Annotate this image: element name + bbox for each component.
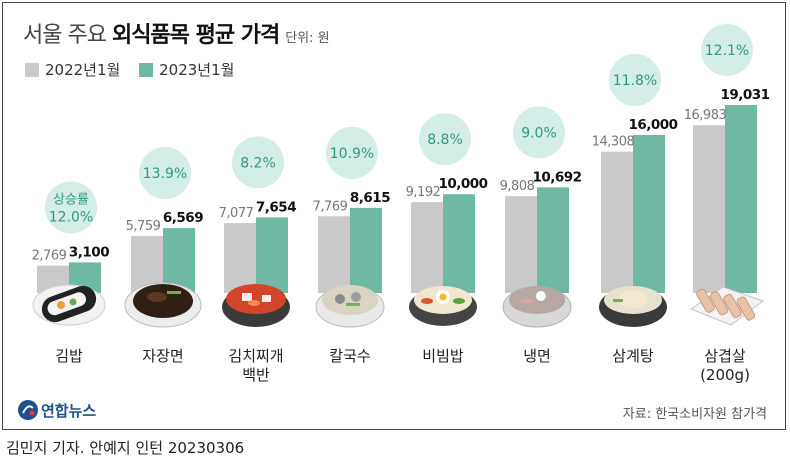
bar-2023-6	[633, 134, 665, 293]
category-label-4: 비빔밥	[422, 347, 464, 365]
value-label-2023-6: 16,000	[628, 117, 677, 133]
bar-2022-3	[318, 216, 350, 293]
value-label-2023-0: 3,100	[69, 244, 109, 260]
category-label-2-1: 백반	[242, 366, 270, 384]
unit-label: 단위: 원	[285, 31, 330, 46]
category-label-0: 김밥	[55, 347, 83, 365]
food-icons	[32, 282, 765, 328]
gimbap-icon	[32, 284, 106, 326]
source-note: 자료: 한국소비자원 참가격	[622, 407, 767, 422]
rate-label-4: 8.8%	[427, 132, 463, 148]
rate-bubble-0	[45, 181, 97, 234]
category-label-5: 냉면	[523, 347, 551, 365]
rise-label: 상승률	[53, 192, 89, 207]
value-label-2022-4: 9,192	[406, 185, 441, 200]
bar-2022-2	[224, 223, 256, 293]
value-label-2022-3: 7,769	[313, 199, 348, 214]
logo: 연합뉴스	[17, 399, 96, 421]
value-label-2022-7: 16,983	[684, 108, 727, 123]
samgyetang-icon	[599, 286, 667, 327]
rate-label-5: 9.0%	[521, 125, 557, 141]
bar-2022-5	[505, 196, 537, 293]
legend-swatch-2023	[139, 63, 154, 77]
rate-bubble-7	[701, 24, 753, 76]
rate-label-3: 10.9%	[330, 146, 374, 162]
byline: 김민지 기자. 안예지 인턴 20230306	[6, 439, 245, 457]
value-label-2023-3: 8,615	[350, 190, 390, 206]
bar-2023-4	[443, 194, 475, 293]
rate-bubble-2	[232, 136, 284, 189]
bar-2023-3	[350, 207, 382, 293]
bar-2022-7	[693, 125, 725, 293]
value-label-2022-5: 9,808	[500, 179, 535, 194]
logo-text: 연합뉴스	[41, 402, 97, 420]
value-label-2022-1: 5,759	[126, 219, 161, 234]
rate-bubble-4	[419, 113, 471, 166]
category-label-3: 칼국수	[329, 347, 370, 365]
value-label-2023-5: 10,692	[532, 169, 581, 185]
yonhap-logo-icon	[18, 400, 38, 420]
value-label-2022-0: 2,769	[32, 249, 67, 264]
title-light: 서울 주요	[23, 23, 112, 48]
samgyeopsal-icon	[689, 286, 765, 326]
jajangmyeon-icon	[124, 282, 202, 328]
category-label-2-0: 김치찌개	[228, 347, 283, 365]
rate-bubble-5	[513, 106, 565, 159]
legend-label-2023: 2023년1월	[159, 61, 235, 79]
rate-label-2: 8.2%	[240, 155, 276, 171]
naengmyeon-icon	[502, 286, 572, 328]
legend-swatch-2022	[25, 63, 39, 77]
rate-label-6: 11.8%	[613, 73, 657, 89]
legend-label-2022: 2022년1월	[45, 61, 121, 79]
kalguksu-icon	[315, 285, 385, 328]
bar-2023-7	[725, 105, 757, 293]
value-label-2023-2: 7,654	[256, 199, 296, 215]
bar-2022-4	[411, 202, 443, 293]
category-label-1: 자장면	[142, 347, 183, 365]
rate-label-1: 13.9%	[143, 166, 187, 182]
bar-2022-6	[601, 151, 633, 293]
bar-2023-1	[163, 228, 195, 293]
bibimbap-icon	[409, 286, 477, 326]
chart-title: 서울 주요 외식품목 평균 가격 단위: 원	[23, 17, 330, 49]
kimchi-stew-icon	[222, 284, 290, 327]
value-label-2022-2: 7,077	[219, 206, 254, 221]
rate-bubble-6	[609, 53, 661, 106]
bar-2023-5	[537, 187, 569, 293]
rate-label-7: 12.1%	[705, 43, 749, 59]
bar-2023-2	[256, 217, 288, 293]
rate-label-0: 12.0%	[49, 209, 93, 225]
rate-bubble-3	[326, 126, 378, 179]
value-label-2023-4: 10,000	[438, 176, 487, 192]
chart-frame: 2,769 3,100 상승률 12.0% 김밥 5,759 6,569 13.9% 자장면 7,…	[2, 2, 786, 430]
legend: 2022년1월 2023년1월	[25, 59, 248, 80]
category-label-7-1: (200g)	[700, 366, 750, 384]
title-bold: 외식품목 평균 가격	[111, 23, 280, 48]
legend-item-2022: 2022년1월	[25, 61, 120, 79]
category-label-6: 삼계탕	[612, 347, 654, 365]
category-label-7-0: 삼겹살	[704, 347, 746, 365]
rate-bubble-1	[139, 147, 191, 200]
value-label-2022-6: 14,308	[592, 135, 635, 150]
value-label-2023-7: 19,031	[720, 87, 769, 103]
value-label-2023-1: 6,569	[163, 210, 203, 226]
legend-item-2023: 2023년1월	[139, 61, 234, 79]
